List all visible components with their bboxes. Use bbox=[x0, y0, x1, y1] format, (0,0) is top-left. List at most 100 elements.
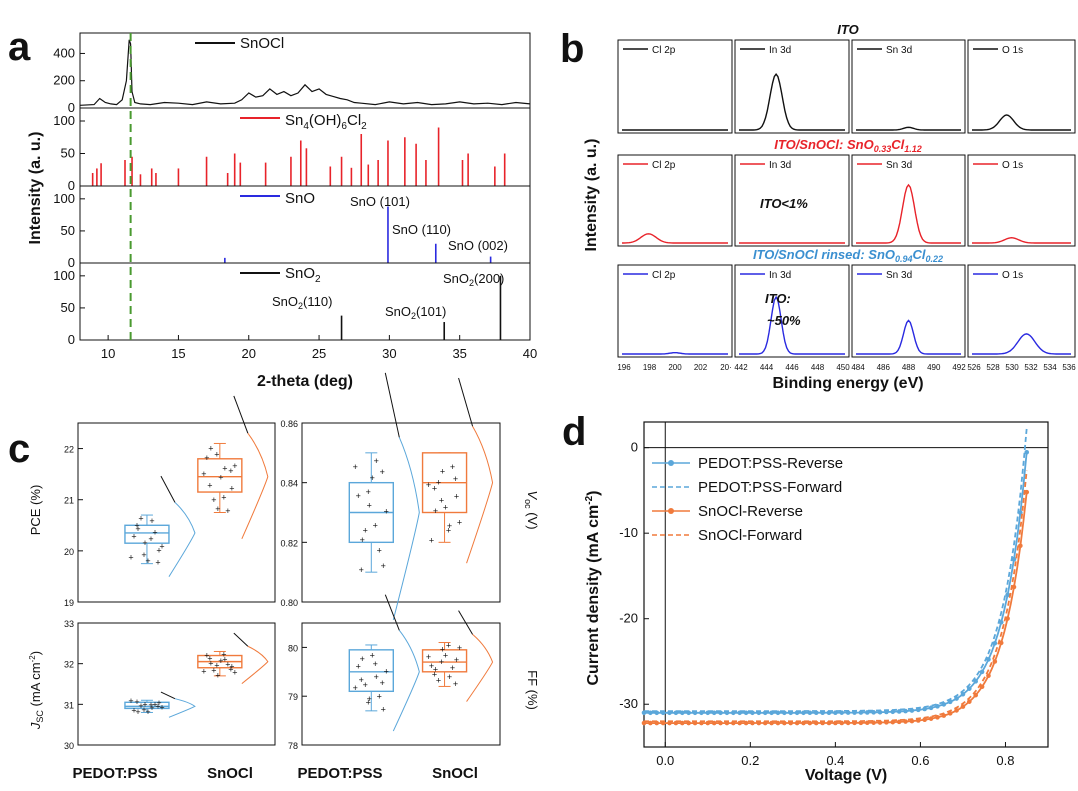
legend-label: Sn 3d bbox=[886, 160, 912, 171]
jv-marker bbox=[954, 708, 959, 713]
data-point: + bbox=[208, 658, 213, 668]
data-point: + bbox=[232, 668, 237, 678]
data-point: + bbox=[440, 645, 445, 655]
legend-label: O 1s bbox=[1002, 270, 1023, 281]
y-tick-label: 22 bbox=[64, 445, 74, 455]
data-point: + bbox=[353, 462, 358, 472]
x-tick-label: 442 bbox=[734, 363, 748, 372]
x-axis-title: Voltage (V) bbox=[805, 767, 887, 784]
xps-spectrum-line bbox=[856, 319, 961, 355]
data-point: + bbox=[135, 707, 140, 717]
xps-subplot-frame bbox=[967, 154, 1076, 247]
y-axis-title: FF (%) bbox=[525, 670, 540, 710]
data-point: + bbox=[128, 696, 133, 706]
x-tick-label: 0.8 bbox=[996, 753, 1014, 768]
x-tick-label: 196 bbox=[617, 363, 631, 372]
distribution-curve bbox=[466, 633, 494, 702]
jv-marker bbox=[648, 710, 653, 716]
x-tick-label: 15 bbox=[171, 346, 185, 361]
xps-subplot-frame bbox=[851, 154, 966, 247]
data-point: + bbox=[377, 546, 382, 556]
xps-subplot-frame bbox=[617, 264, 733, 358]
jv-marker bbox=[1024, 449, 1030, 455]
y-tick-label: 100 bbox=[53, 113, 75, 128]
legend-label: In 3d bbox=[769, 160, 791, 171]
data-point: + bbox=[384, 506, 389, 516]
xps-subplot-frame bbox=[967, 39, 1076, 134]
x-tick-label: 536 bbox=[1062, 363, 1076, 372]
data-point: + bbox=[229, 661, 234, 671]
data-point: + bbox=[370, 473, 375, 483]
xps-spectrum-line bbox=[856, 183, 961, 244]
legend-marker bbox=[668, 508, 674, 514]
jv-marker bbox=[928, 705, 934, 711]
data-point: + bbox=[443, 502, 448, 512]
jv-marker bbox=[711, 720, 717, 726]
data-point: + bbox=[138, 513, 143, 523]
group-label: SnOCl bbox=[432, 765, 478, 782]
jv-marker bbox=[960, 704, 966, 709]
y-axis-title: PCE (%) bbox=[28, 485, 43, 536]
jv-marker bbox=[979, 684, 985, 690]
data-point: + bbox=[149, 516, 154, 526]
data-point: + bbox=[232, 461, 237, 471]
subplot-frame bbox=[79, 32, 531, 109]
xps-spectrum-line bbox=[972, 236, 1071, 244]
data-point: + bbox=[439, 495, 444, 505]
y-tick-label: 31 bbox=[64, 700, 74, 710]
data-point: + bbox=[426, 652, 431, 662]
data-point: + bbox=[225, 506, 230, 516]
data-point: + bbox=[457, 518, 462, 528]
data-point: + bbox=[429, 536, 434, 546]
distribution-tail bbox=[233, 632, 249, 647]
jv-marker bbox=[998, 619, 1004, 625]
y-tick-label: 32 bbox=[64, 660, 74, 670]
xps-spectrum-line bbox=[622, 352, 728, 355]
data-point: + bbox=[204, 453, 209, 463]
panel-c-letter: c bbox=[8, 427, 30, 471]
jv-marker bbox=[679, 710, 685, 716]
x-tick-label: 484 bbox=[851, 363, 865, 372]
jv-marker bbox=[992, 659, 998, 664]
jv-marker bbox=[648, 720, 653, 726]
data-point: + bbox=[374, 672, 379, 682]
y-axis-title: Intensity (a. u.) bbox=[583, 139, 600, 252]
x-tick-label: 200 bbox=[668, 363, 682, 372]
x-tick-label: 444 bbox=[760, 363, 774, 372]
data-point: + bbox=[159, 542, 164, 552]
panel-b-letter: b bbox=[560, 27, 584, 71]
y-tick-label: 33 bbox=[64, 619, 74, 629]
data-point: + bbox=[429, 661, 434, 671]
x-tick-label: 528 bbox=[986, 363, 1000, 372]
legend-marker bbox=[668, 460, 674, 466]
y-tick-label: 0.82 bbox=[280, 538, 298, 548]
data-point: + bbox=[439, 657, 444, 667]
xps-subplot-frame bbox=[734, 39, 850, 134]
y-tick-label: 30 bbox=[64, 741, 74, 751]
distribution-tail bbox=[384, 594, 400, 631]
y-axis-title: Current density (mA cm-2) bbox=[584, 490, 602, 685]
y-tick-label: 0.84 bbox=[280, 479, 298, 489]
distribution-tail bbox=[458, 610, 473, 635]
x-tick-label: 530 bbox=[1005, 363, 1019, 372]
data-point: + bbox=[156, 698, 161, 708]
y-axis-title: Intensity (a. u.) bbox=[27, 132, 44, 245]
jv-marker bbox=[711, 710, 717, 716]
y-tick-label: 50 bbox=[61, 300, 75, 315]
x-tick-label: 0.6 bbox=[911, 753, 929, 768]
xps-note: ITO: bbox=[765, 291, 791, 306]
data-point: + bbox=[447, 672, 452, 682]
x-tick-label: 30 bbox=[382, 346, 396, 361]
data-point: + bbox=[201, 666, 206, 676]
jv-marker bbox=[998, 640, 1004, 646]
xps-note: ~50% bbox=[767, 313, 801, 328]
data-point: + bbox=[128, 552, 133, 562]
distribution-tail bbox=[160, 691, 176, 700]
xps-spectrum-line bbox=[972, 333, 1071, 355]
jv-marker bbox=[986, 657, 991, 662]
jv-marker bbox=[986, 673, 991, 679]
data-point: + bbox=[443, 650, 448, 660]
data-point: + bbox=[363, 525, 368, 535]
data-point: + bbox=[145, 556, 150, 566]
